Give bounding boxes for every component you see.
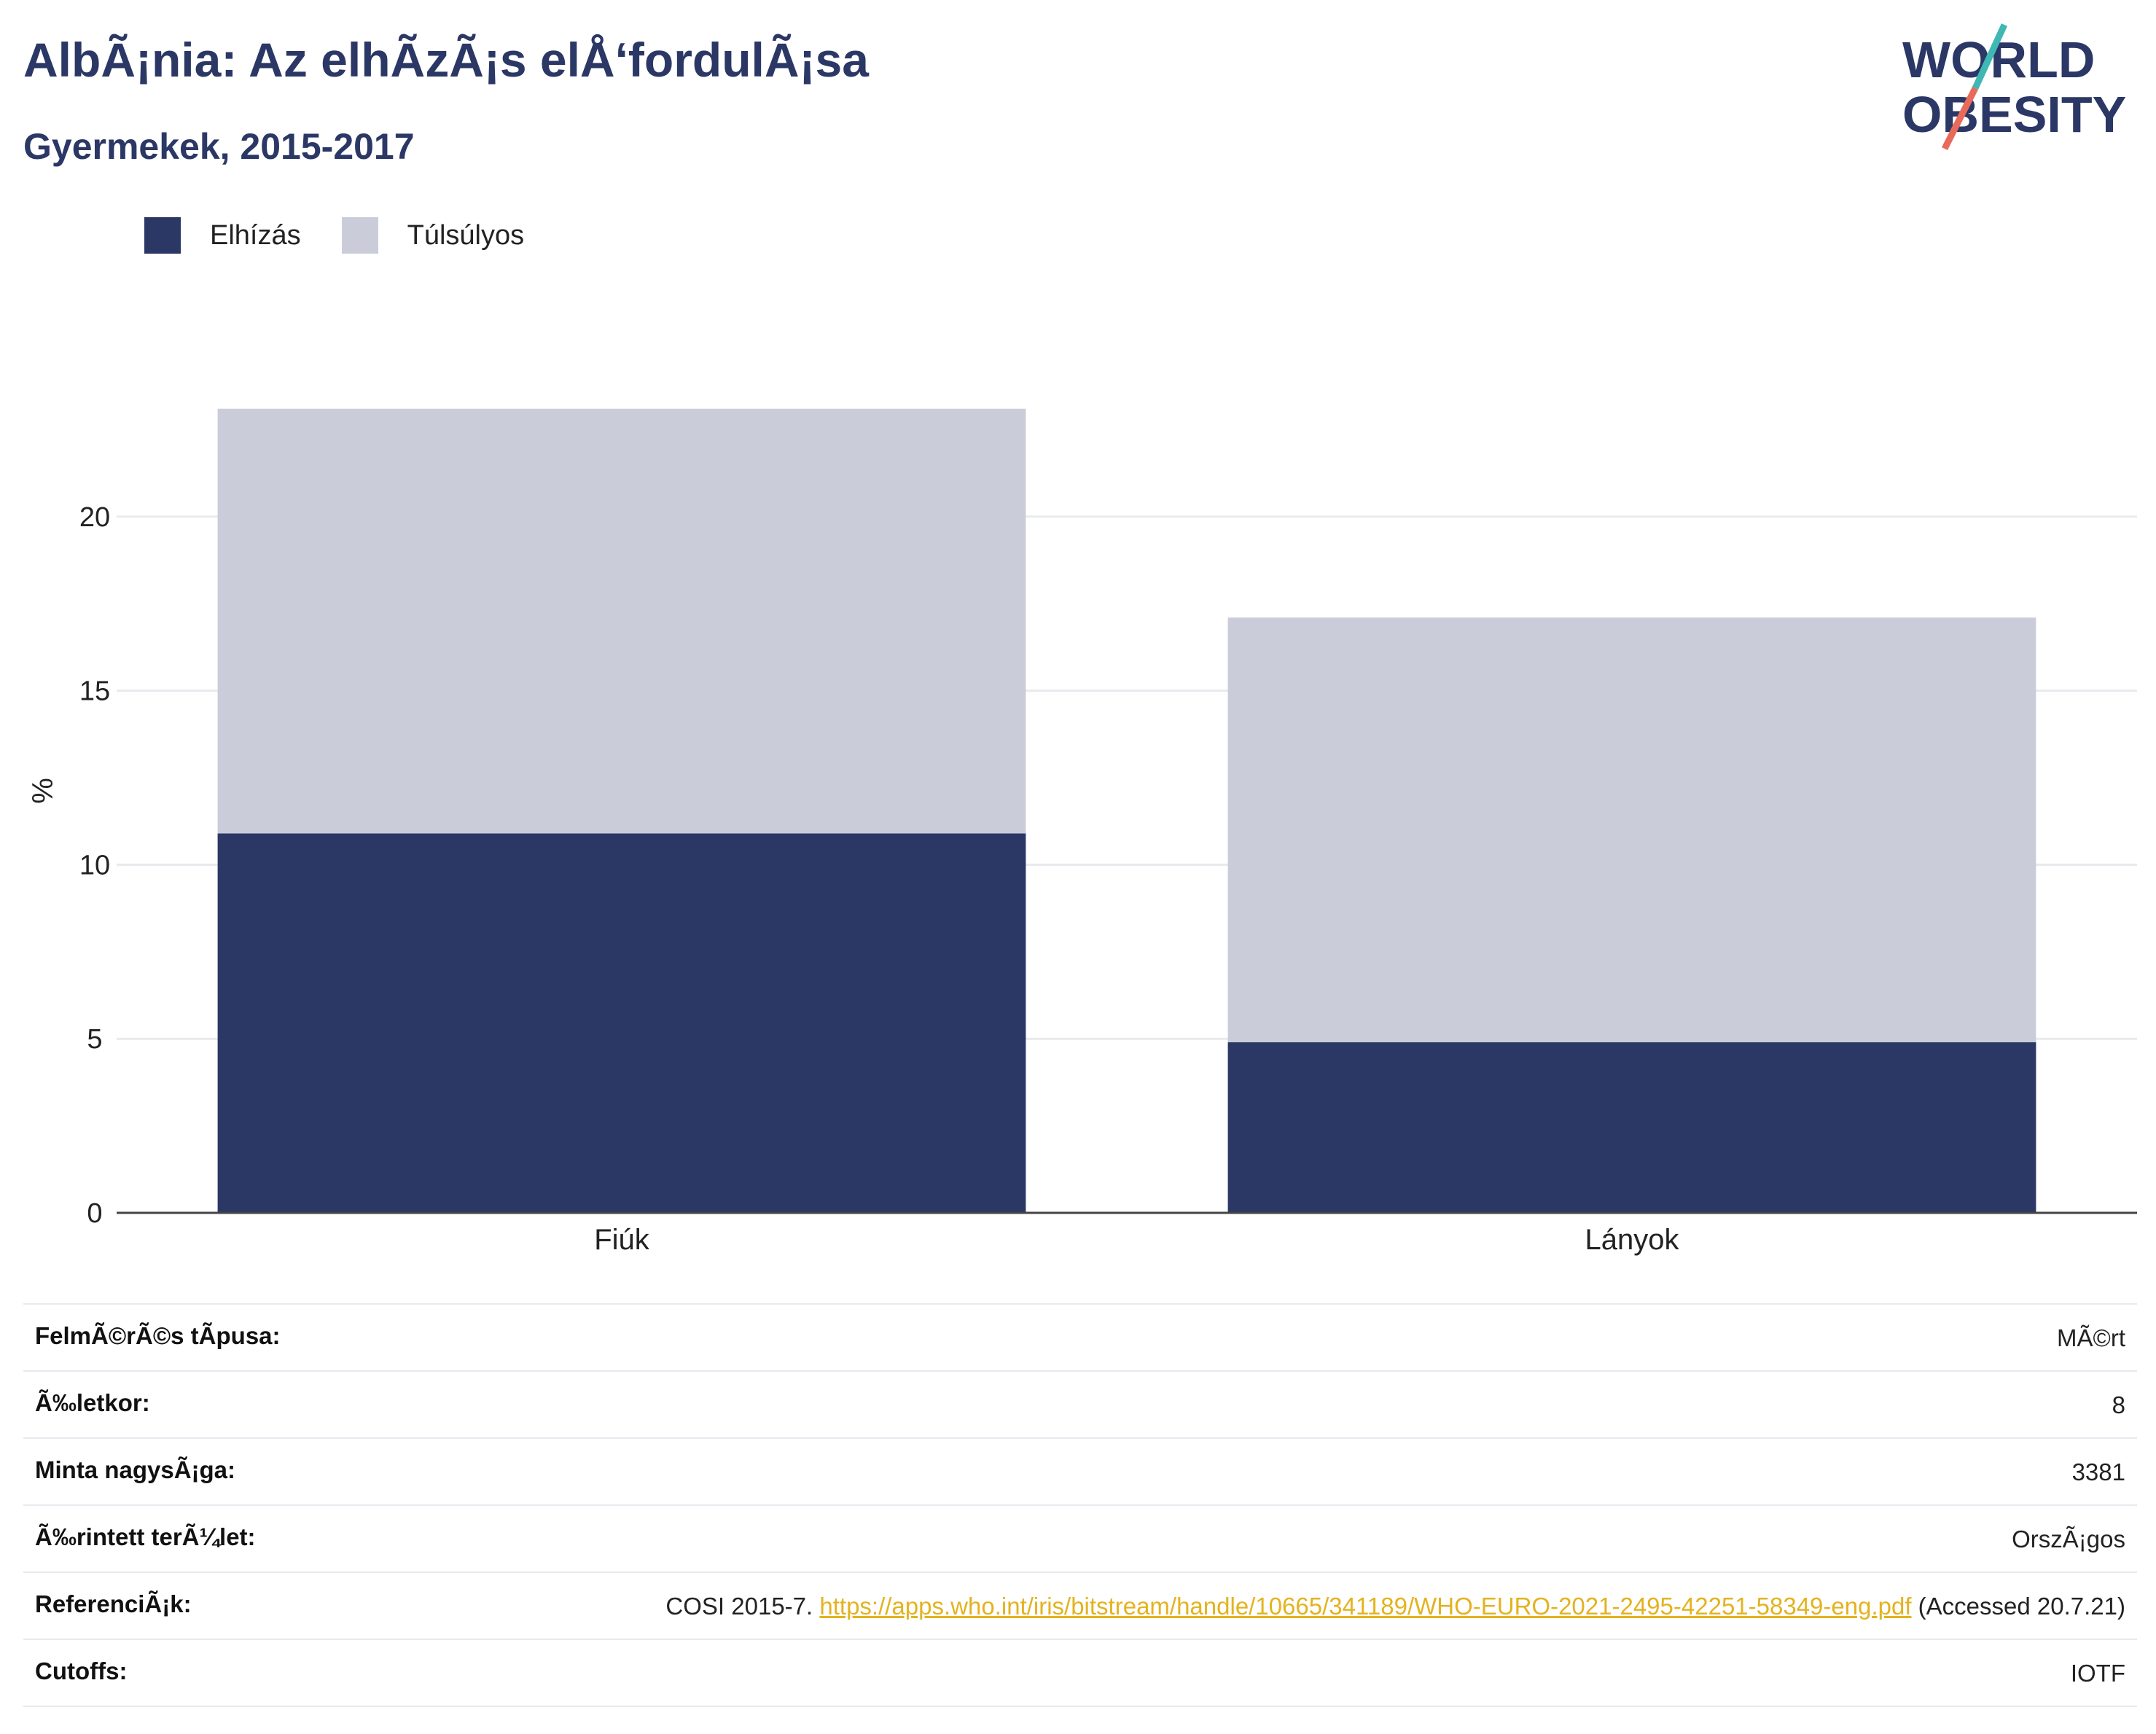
x-tick-label: Fiúk bbox=[594, 1224, 650, 1256]
legend-swatch-obesity bbox=[144, 217, 181, 254]
meta-value: IOTF bbox=[411, 1639, 2137, 1707]
stacked-bar-chart: 0 5 10 15 20 Fiúk Lányok% bbox=[27, 408, 2137, 1256]
legend-item-overweight[interactable]: Túlsúlyos bbox=[341, 217, 525, 254]
logo-line2: OBESITY bbox=[1902, 86, 2126, 143]
meta-row: FelmÃ©rÃ©s tÃpusa: MÃ©rt bbox=[23, 1303, 2137, 1371]
legend-swatch-overweight bbox=[341, 217, 378, 254]
meta-row-reference: ReferenciÃ¡k: COSI 2015-7. https://apps.… bbox=[23, 1571, 2137, 1639]
y-axis-label: % bbox=[27, 778, 59, 804]
meta-key: Ã‰letkor: bbox=[23, 1370, 411, 1438]
reference-link[interactable]: https://apps.who.int/iris/bitstream/hand… bbox=[819, 1593, 1912, 1620]
world-obesity-logo: WORLD OBESITY bbox=[1902, 23, 2126, 151]
meta-row: Ã‰letkor: 8 bbox=[23, 1370, 2137, 1438]
y-tick-label: 5 bbox=[87, 1024, 102, 1055]
meta-value: 8 bbox=[411, 1370, 2137, 1438]
meta-row: Ã‰rintett terÃ¼let: OrszÃ¡gos bbox=[23, 1504, 2137, 1572]
logo-slash-top bbox=[1972, 23, 2008, 90]
y-tick-label: 15 bbox=[79, 676, 110, 707]
legend-item-obesity[interactable]: Elhízás bbox=[144, 217, 301, 254]
meta-key: FelmÃ©rÃ©s tÃpusa: bbox=[23, 1303, 411, 1371]
meta-key: Ã‰rintett terÃ¼let: bbox=[23, 1504, 411, 1572]
legend-label-overweight: Túlsúlyos bbox=[407, 219, 525, 251]
meta-value-reference: COSI 2015-7. https://apps.who.int/iris/b… bbox=[411, 1571, 2137, 1639]
y-tick-label: 20 bbox=[79, 502, 110, 533]
bar-segment-obesity bbox=[217, 833, 1026, 1213]
meta-key: ReferenciÃ¡k: bbox=[23, 1571, 411, 1639]
meta-key: Minta nagysÃ¡ga: bbox=[23, 1437, 411, 1505]
bar-segment-obesity bbox=[1227, 1042, 2036, 1213]
meta-value: OrszÃ¡gos bbox=[411, 1504, 2137, 1572]
bar-segment-overweight bbox=[1227, 617, 2036, 1042]
chart-subtitle: Gyermekek, 2015-2017 bbox=[23, 126, 415, 167]
meta-key: Cutoffs: bbox=[23, 1639, 411, 1707]
meta-row-cutoffs: Cutoffs: IOTF bbox=[23, 1639, 2137, 1707]
meta-row: Minta nagysÃ¡ga: 3381 bbox=[23, 1437, 2137, 1505]
legend-label-obesity: Elhízás bbox=[210, 219, 301, 251]
meta-value: 3381 bbox=[411, 1437, 2137, 1505]
meta-value: MÃ©rt bbox=[411, 1303, 2137, 1371]
logo-slash-bottom bbox=[1941, 86, 1979, 151]
reference-suffix: (Accessed 20.7.21) bbox=[1911, 1593, 2125, 1620]
bar-segment-overweight bbox=[217, 408, 1026, 834]
x-tick-label: Lányok bbox=[1585, 1224, 1680, 1256]
metadata-table: FelmÃ©rÃ©s tÃpusa: MÃ©rt Ã‰letkor: 8 Minta n… bbox=[23, 1303, 2137, 1707]
chart-legend: Elhízás Túlsúlyos bbox=[144, 217, 565, 254]
reference-prefix: COSI 2015-7. bbox=[665, 1593, 820, 1620]
y-tick-label: 10 bbox=[79, 850, 110, 880]
chart-title: AlbÃ¡nia: Az elhÃzÃ¡s elÅ‘fordulÃ¡sa bbox=[23, 33, 869, 87]
y-tick-label: 0 bbox=[87, 1198, 102, 1229]
